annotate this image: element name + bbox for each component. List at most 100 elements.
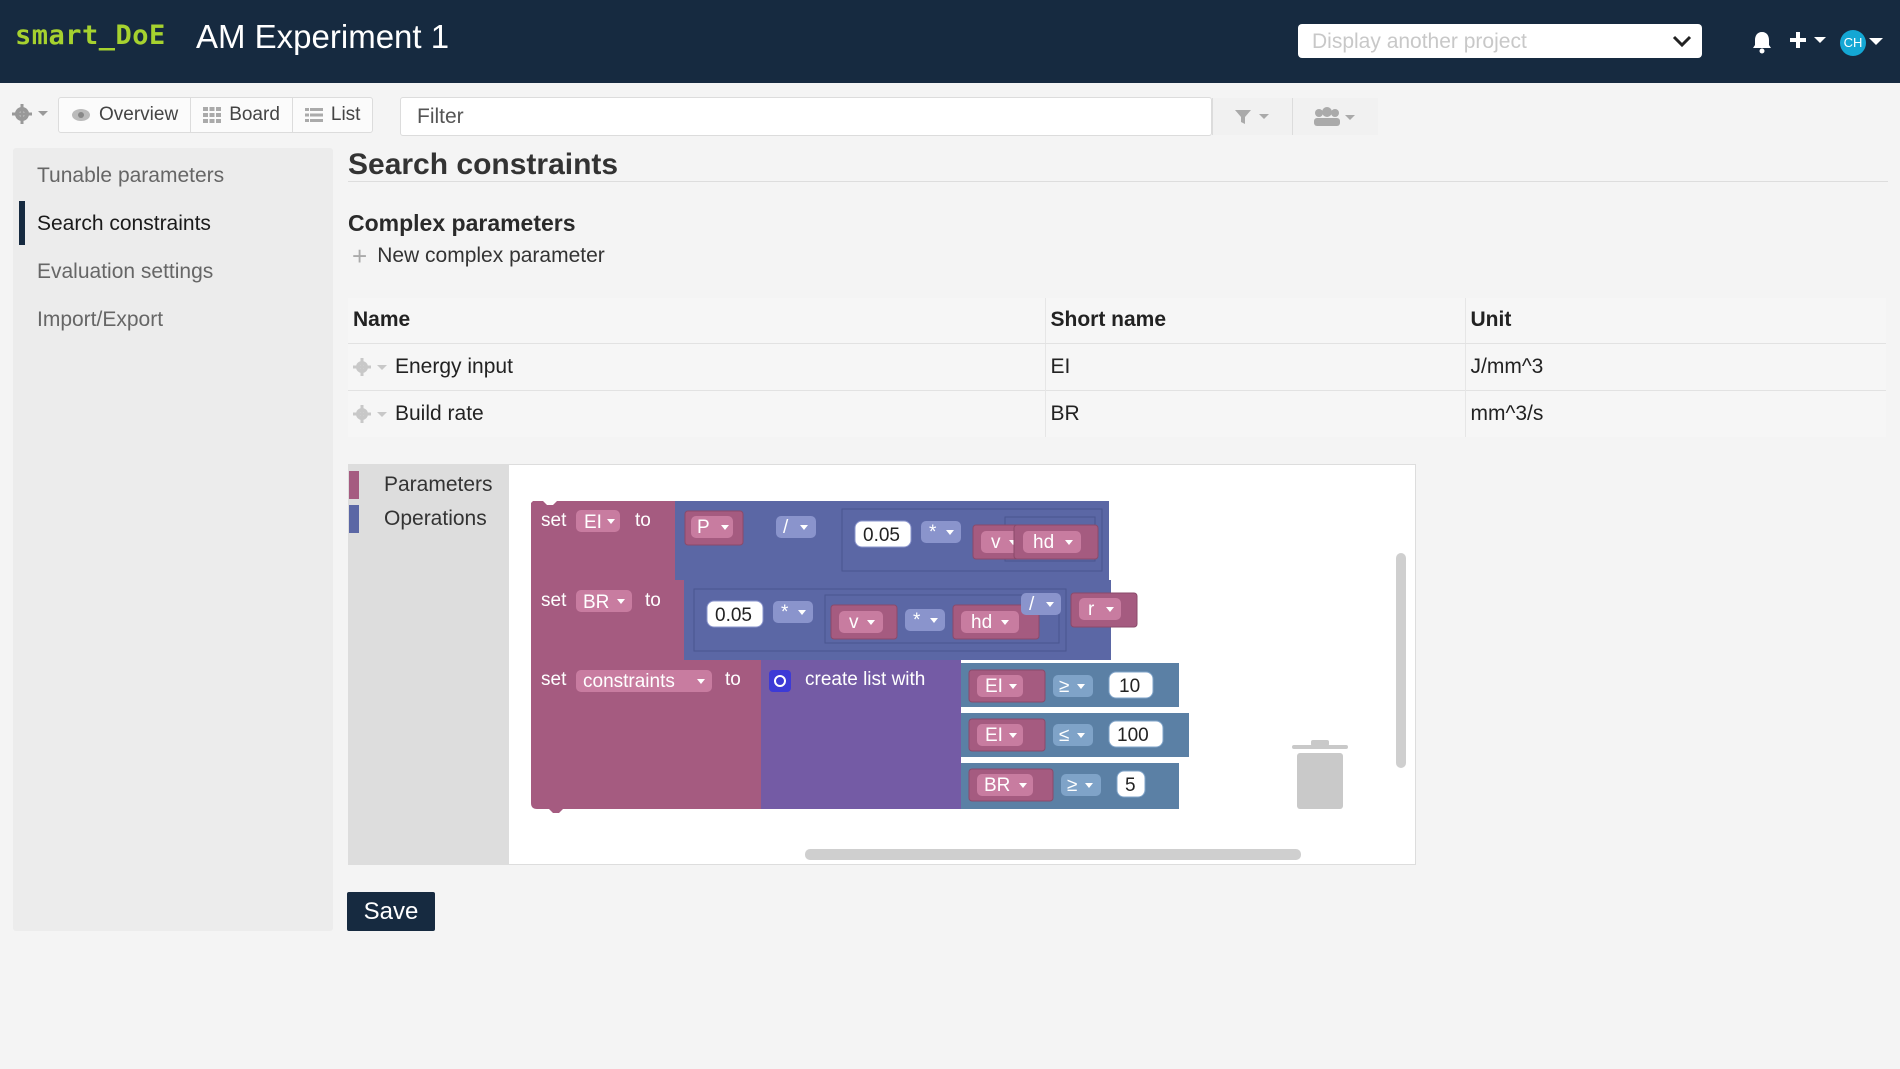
operator-dropdown-ge[interactable] — [1061, 774, 1101, 796]
operator-dropdown-mul[interactable] — [905, 609, 945, 631]
variable-dropdown-hd[interactable] — [1023, 531, 1081, 553]
project-select[interactable]: Display another project — [1298, 24, 1702, 58]
variable-name: EI — [985, 725, 1003, 746]
eye-icon — [72, 109, 90, 121]
variable-dropdown-br[interactable] — [977, 774, 1033, 796]
operator-dropdown-mul[interactable] — [773, 601, 813, 623]
operator-dropdown-ge[interactable] — [1053, 675, 1093, 697]
number-field-0-05[interactable] — [854, 520, 912, 548]
operator-symbol: * — [929, 522, 937, 543]
new-complex-parameter-button[interactable]: + New complex parameter — [352, 243, 605, 269]
vertical-scrollbar[interactable] — [1396, 553, 1406, 768]
unit-cell: mm^3/s — [1464, 389, 1886, 437]
operator-symbol: * — [781, 602, 789, 623]
number-field-0-05[interactable] — [706, 600, 764, 628]
variable-name: EI — [584, 512, 602, 533]
set-label: set — [541, 590, 567, 611]
new-param-label: New complex parameter — [377, 244, 605, 267]
category-swatch — [349, 471, 359, 499]
dropdown-arrow-icon — [1046, 602, 1054, 607]
number-field-5[interactable] — [1116, 770, 1146, 798]
operator-dropdown-div[interactable] — [776, 516, 816, 538]
name-cell: Build rate — [348, 389, 1045, 437]
create-list-block[interactable] — [761, 660, 961, 809]
blockly-canvas[interactable]: set EI to P / 0.05 * v — [509, 465, 1415, 864]
variable-dropdown-br[interactable] — [576, 590, 632, 612]
variable-dropdown-ei[interactable] — [576, 510, 620, 532]
variable-dropdown-v[interactable] — [839, 611, 883, 633]
variable-name: P — [697, 517, 710, 538]
variable-dropdown-hd[interactable] — [961, 611, 1019, 633]
horizontal-scrollbar[interactable] — [805, 849, 1301, 860]
filter-input[interactable] — [401, 98, 1213, 135]
save-button[interactable]: Save — [347, 892, 435, 931]
divider — [348, 181, 1888, 182]
dropdown-arrow-icon — [697, 679, 705, 684]
variable-dropdown-ei[interactable] — [977, 675, 1023, 697]
operator-dropdown-le[interactable] — [1053, 724, 1093, 746]
category-label: Operations — [384, 507, 487, 530]
sidebar-item-tunable-parameters[interactable]: Tunable parameters — [37, 164, 225, 187]
operator-symbol: ≥ — [1067, 775, 1077, 796]
dropdown-arrow-icon — [798, 610, 806, 615]
variable-block-hd[interactable]: hd — [1013, 524, 1099, 560]
variable-dropdown-constraints[interactable] — [576, 670, 712, 692]
grid-icon — [203, 107, 222, 123]
caret-down-icon[interactable] — [1869, 38, 1883, 46]
dropdown-arrow-icon — [1001, 620, 1009, 625]
variable-dropdown-ei[interactable] — [977, 724, 1023, 746]
row-gear-icon[interactable] — [353, 405, 389, 424]
column-header-name: Name — [348, 298, 1045, 344]
list-icon — [304, 108, 323, 122]
group-filter-dropdown-button[interactable] — [1292, 98, 1378, 135]
toolbox-category-operations[interactable]: Operations — [349, 505, 487, 533]
dropdown-arrow-icon — [617, 599, 625, 604]
blockly-workspace[interactable]: Parameters Operations set EI to P / — [348, 464, 1416, 865]
settings-gear-icon[interactable] — [12, 104, 50, 124]
row-gear-icon[interactable] — [353, 357, 389, 376]
number-value: 5 — [1125, 775, 1136, 796]
tab-list[interactable]: List — [293, 98, 373, 132]
page-title: Search constraints — [348, 148, 619, 181]
tab-board[interactable]: Board — [191, 98, 293, 132]
top-bar: smart_DoE AM Experiment 1 Display anothe… — [0, 0, 1900, 83]
number-value: 10 — [1119, 676, 1140, 697]
dropdown-arrow-icon — [1106, 607, 1114, 612]
sidebar-item-search-constraints[interactable]: Search constraints — [37, 212, 211, 235]
variable-name: hd — [971, 612, 992, 633]
avatar[interactable]: CH — [1840, 30, 1866, 56]
set-constraints-block[interactable]: set constraints to create list with EI ≥… — [531, 660, 1189, 813]
number-value: 0.05 — [715, 605, 752, 626]
variable-dropdown-p[interactable] — [691, 516, 733, 538]
operator-symbol: / — [1029, 594, 1035, 615]
short-name-cell: EI — [1044, 342, 1465, 390]
dropdown-arrow-icon — [1065, 540, 1073, 545]
dropdown-arrow-icon — [800, 525, 808, 530]
mutator-gear-icon[interactable] — [769, 670, 791, 692]
tab-label: Overview — [99, 104, 179, 125]
trash-icon[interactable] — [1292, 740, 1348, 809]
set-br-block[interactable]: set BR to 0.05 * v * hd — [531, 580, 1111, 660]
row-name: Build rate — [395, 401, 484, 425]
settings-sidebar: Tunable parameters Search constraints Ev… — [13, 148, 333, 931]
filter-bar — [400, 97, 1378, 136]
number-field-100[interactable] — [1108, 720, 1164, 748]
toolbox-category-parameters[interactable]: Parameters — [349, 471, 493, 499]
operator-symbol: ≤ — [1059, 725, 1069, 746]
table-row: Energy input EI J/mm^3 — [348, 342, 1886, 390]
variable-block-r[interactable]: r — [1070, 592, 1138, 628]
variable-name: BR — [984, 775, 1010, 796]
number-field-10[interactable] — [1108, 671, 1154, 699]
operator-dropdown-mul[interactable] — [921, 521, 961, 543]
dropdown-arrow-icon — [607, 519, 615, 524]
add-menu-icon[interactable] — [1788, 28, 1832, 54]
sidebar-item-evaluation-settings[interactable]: Evaluation settings — [37, 260, 214, 283]
tab-overview[interactable]: Overview — [59, 98, 192, 132]
sidebar-item-import-export[interactable]: Import/Export — [37, 308, 164, 331]
variable-dropdown-r[interactable] — [1079, 598, 1121, 620]
operator-dropdown-div[interactable] — [1021, 593, 1061, 615]
app-logo[interactable]: smart_DoE — [15, 20, 166, 51]
bell-icon[interactable] — [1751, 30, 1773, 54]
filter-dropdown-button[interactable] — [1212, 98, 1292, 135]
tab-label: List — [330, 104, 361, 125]
